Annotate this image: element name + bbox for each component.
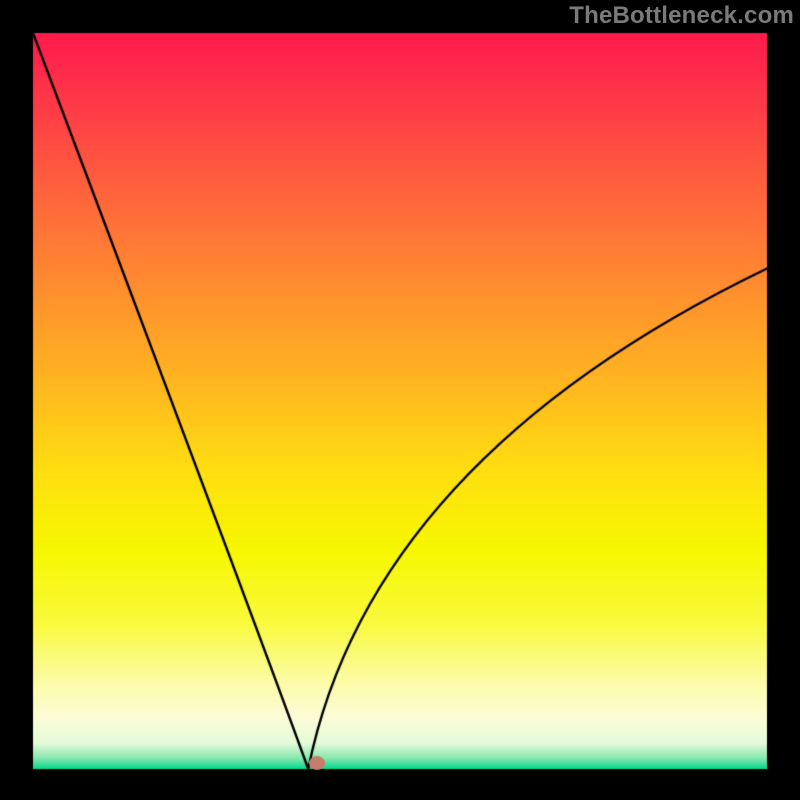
bottleneck-curve-chart bbox=[0, 0, 800, 800]
chart-container: TheBottleneck.com bbox=[0, 0, 800, 800]
watermark-label: TheBottleneck.com bbox=[569, 2, 794, 30]
